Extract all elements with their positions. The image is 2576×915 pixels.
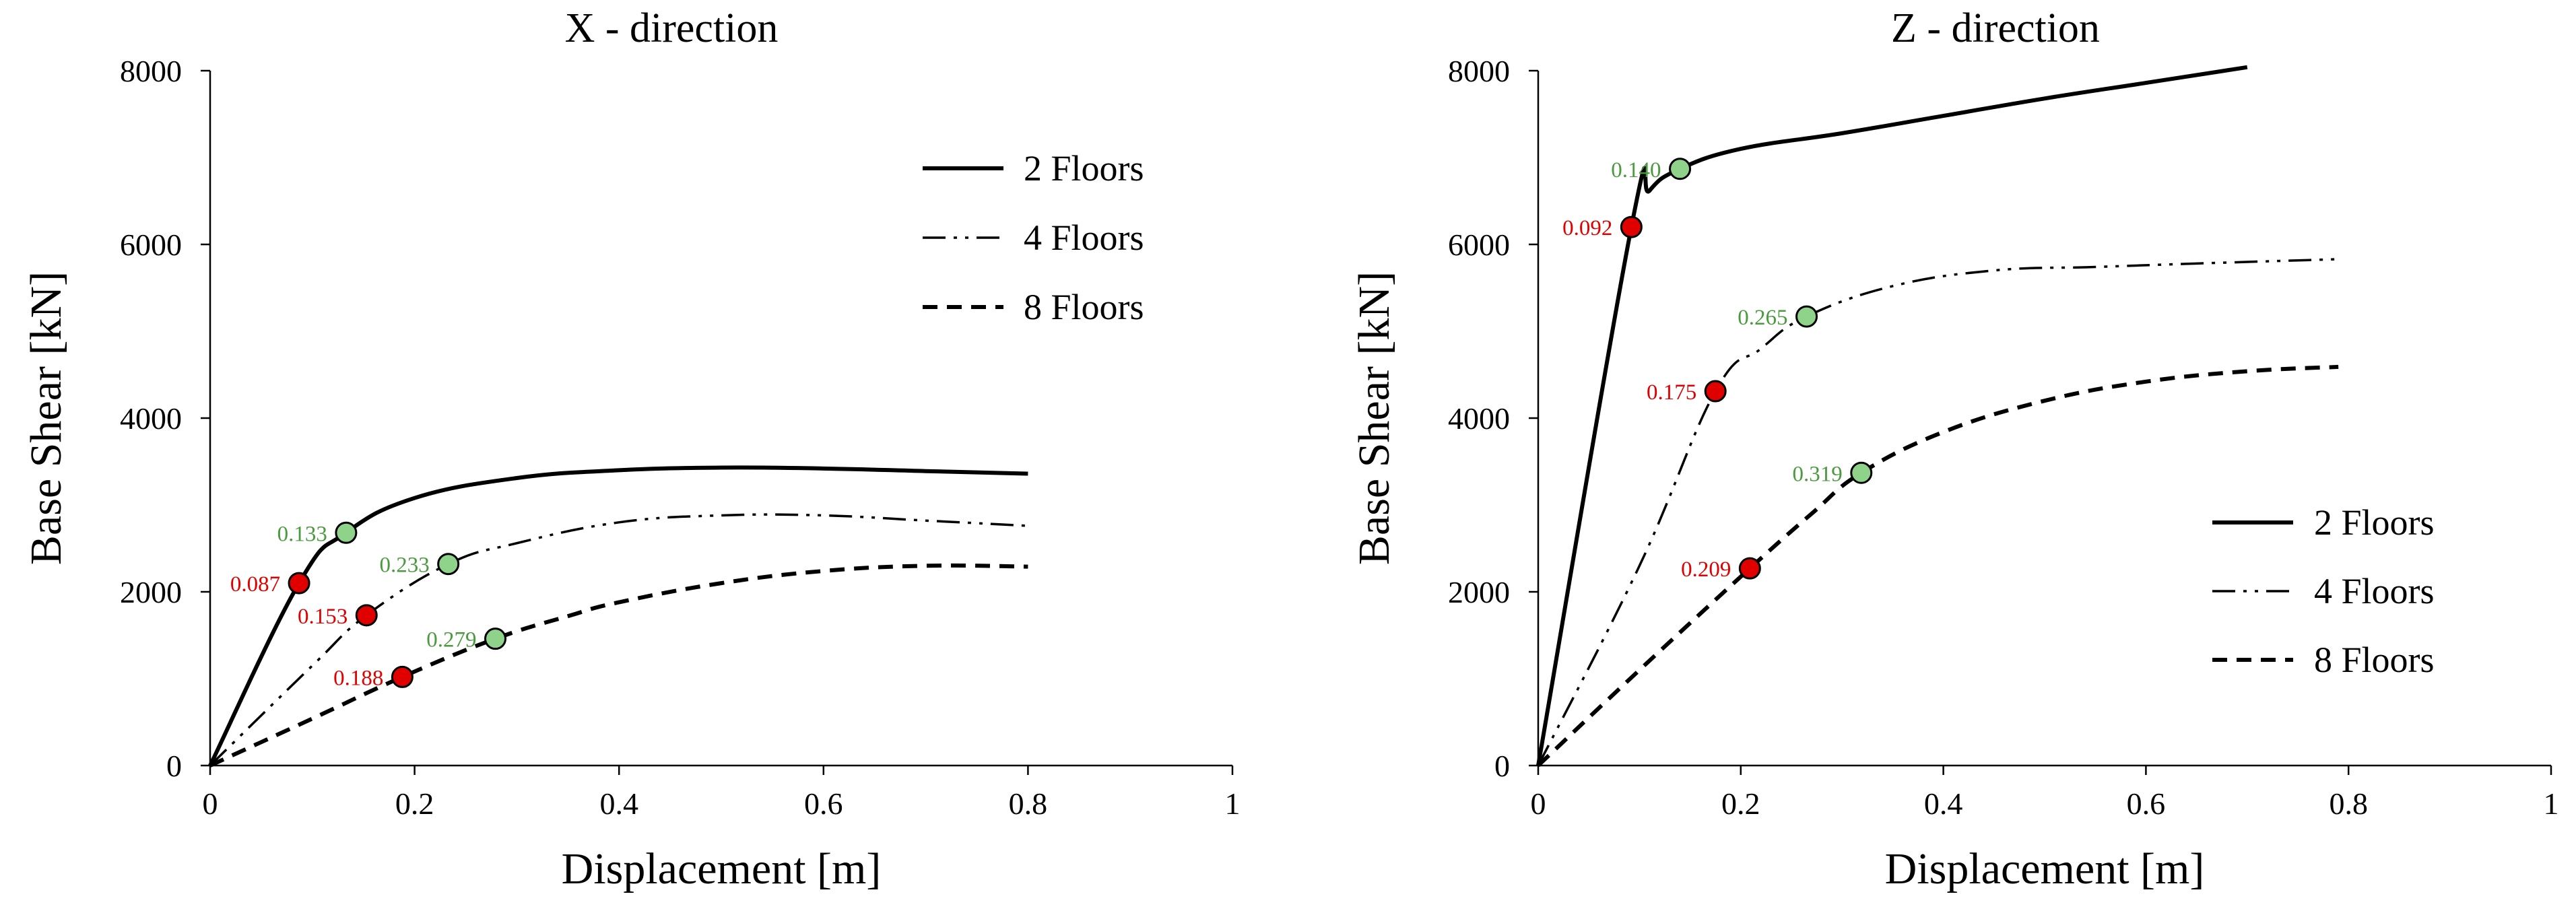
x-tick-label: 0.4: [599, 786, 638, 821]
series-line-4-floors: [1537, 258, 2339, 766]
point-label: 0.133: [277, 522, 327, 546]
point-label: 0.087: [230, 572, 280, 597]
series-line-8-floors: [1536, 364, 2339, 768]
y-tick-label: 0: [1494, 749, 1510, 783]
point-marker: [288, 572, 310, 595]
point-marker: [391, 665, 414, 688]
y-axis-label: Base Shear [kN]: [1350, 271, 1399, 565]
y-tick-label: 2000: [1448, 575, 1510, 609]
point-label: 0.209: [1681, 557, 1731, 582]
point-label: 0.265: [1738, 306, 1787, 330]
chart-title: X - direction: [565, 5, 779, 51]
x-tick-label: 1: [1225, 786, 1241, 821]
y-tick-label: 4000: [1448, 401, 1510, 436]
legend-label: 8 Floors: [1024, 287, 1144, 327]
point-marker: [1704, 380, 1727, 403]
point-label: 0.175: [1647, 380, 1696, 405]
y-tick-label: 4000: [120, 401, 182, 436]
x-axis-label: Displacement [m]: [1885, 844, 2205, 893]
series-line-4-floors: [209, 513, 1028, 767]
x-tick-label: 0.2: [1721, 786, 1760, 821]
point-marker: [1738, 557, 1761, 580]
x-tick-label: 0.6: [2127, 786, 2166, 821]
point-marker: [1795, 305, 1818, 328]
series-line-2-floors: [208, 465, 1028, 767]
legend-label: 4 Floors: [1024, 217, 1144, 258]
x-tick-label: 0: [203, 786, 218, 821]
legend-label: 8 Floors: [2314, 640, 2435, 680]
series-line-8-floors: [209, 563, 1028, 768]
point-label: 0.188: [333, 666, 383, 690]
y-tick-label: 0: [166, 749, 182, 783]
point-marker: [484, 628, 507, 650]
y-axis-label: Base Shear [kN]: [22, 271, 71, 565]
point-label: 0.153: [298, 605, 348, 629]
chart-panel-z-direction: Z - direction 0 2000 4000 6000 8000 0 0.2 0.4 0.6…: [1350, 5, 2559, 893]
legend-label: 4 Floors: [2314, 571, 2435, 611]
point-label: 0.233: [379, 553, 429, 578]
series-line-2-floors: [1536, 65, 2248, 766]
chart-panel-x-direction: X - direction 0 2000 4000 6000 8000 0 0.2 0.4 0.6…: [22, 5, 1241, 893]
y-tick-label: 6000: [120, 228, 182, 262]
x-tick-label: 0.4: [1924, 786, 1963, 821]
y-tick-label: 6000: [1448, 228, 1510, 262]
point-marker: [1850, 461, 1873, 484]
legend-label: 2 Floors: [1024, 148, 1144, 189]
y-tick-label: 2000: [120, 575, 182, 609]
point-label: 0.140: [1611, 158, 1661, 182]
point-label: 0.092: [1562, 216, 1612, 240]
chart-title: Z - direction: [1891, 5, 2100, 51]
point-label: 0.319: [1793, 462, 1843, 486]
x-tick-label: 0.6: [804, 786, 843, 821]
y-tick-label: 8000: [1448, 54, 1510, 88]
x-tick-label: 0.8: [1009, 786, 1048, 821]
legend-label: 2 Floors: [2314, 502, 2435, 543]
point-marker: [335, 521, 358, 544]
point-marker: [1669, 158, 1692, 180]
x-tick-label: 0.2: [395, 786, 434, 821]
x-axis-label: Displacement [m]: [562, 844, 882, 893]
y-tick-label: 8000: [120, 54, 182, 88]
point-marker: [355, 604, 378, 627]
point-marker: [437, 553, 460, 576]
x-tick-label: 0.8: [2329, 786, 2368, 821]
point-label: 0.279: [426, 628, 476, 652]
x-tick-label: 0: [1531, 786, 1546, 821]
x-tick-label: 1: [2544, 786, 2559, 821]
point-marker: [1620, 215, 1643, 238]
